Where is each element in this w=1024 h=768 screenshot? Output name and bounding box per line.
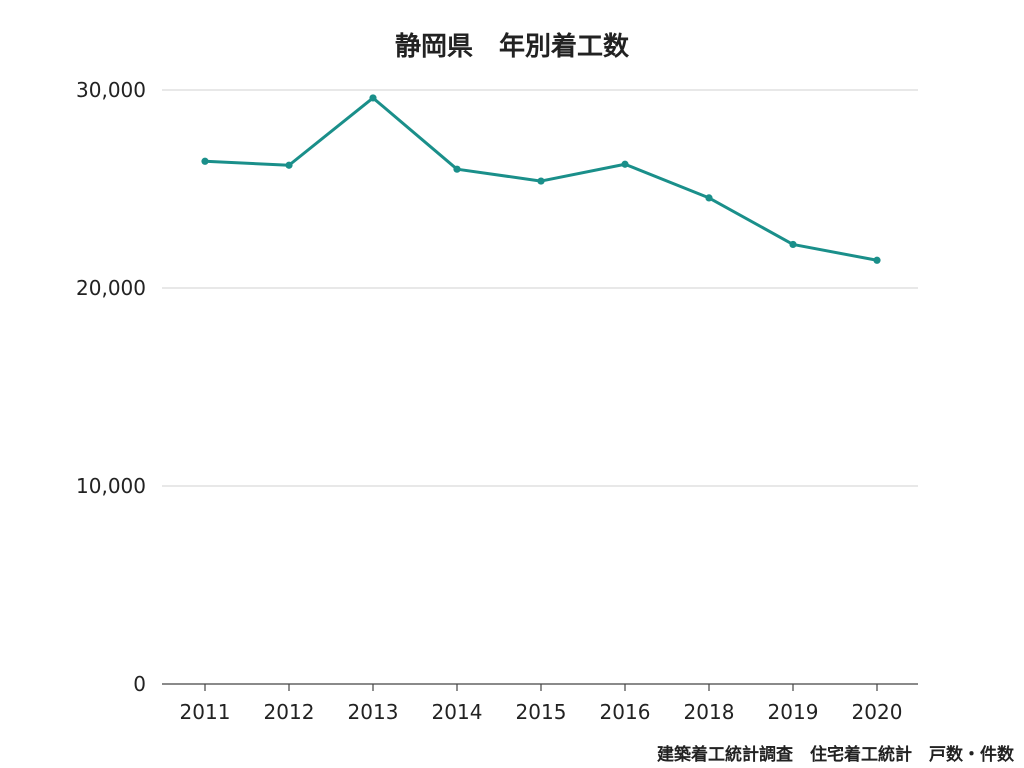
series-layer [201, 94, 881, 264]
data-point-2015 [537, 177, 545, 185]
x-tick-label: 2011 [180, 700, 231, 724]
x-tick-label: 2016 [600, 700, 651, 724]
x-tick-label: 2019 [768, 700, 819, 724]
x-tick-label: 2015 [516, 700, 567, 724]
x-tick-label: 2012 [264, 700, 315, 724]
y-tick-labels: 0 10,000 20,000 30,000 [76, 78, 146, 696]
y-tick-label: 0 [133, 672, 146, 696]
data-point-2020 [873, 256, 881, 264]
chart-title: 静岡県 年別着工数 [394, 32, 629, 62]
y-tick-label: 20,000 [76, 276, 146, 300]
x-tick-label: 2013 [348, 700, 399, 724]
source-note: 建築着工統計調査 住宅着工統計 戸数・件数 [657, 745, 1014, 765]
data-point-2019 [789, 240, 797, 249]
data-point-2014 [453, 165, 461, 173]
x-tick-labels: 2011 2012 2013 2014 2015 2016 2018 2019 2020 [180, 700, 903, 724]
gridlines [162, 89, 918, 487]
data-point-2018 [705, 194, 713, 202]
x-tick-label: 2018 [684, 700, 735, 724]
data-point-2016 [621, 160, 629, 168]
axes [162, 683, 918, 691]
y-tick-label: 30,000 [76, 78, 146, 102]
data-point-2011 [201, 157, 209, 165]
data-point-2013 [369, 94, 377, 102]
x-tick-label: 2014 [432, 700, 483, 724]
y-tick-label: 10,000 [76, 474, 146, 498]
x-tick-label: 2020 [852, 700, 903, 724]
data-point-2012 [285, 161, 293, 169]
